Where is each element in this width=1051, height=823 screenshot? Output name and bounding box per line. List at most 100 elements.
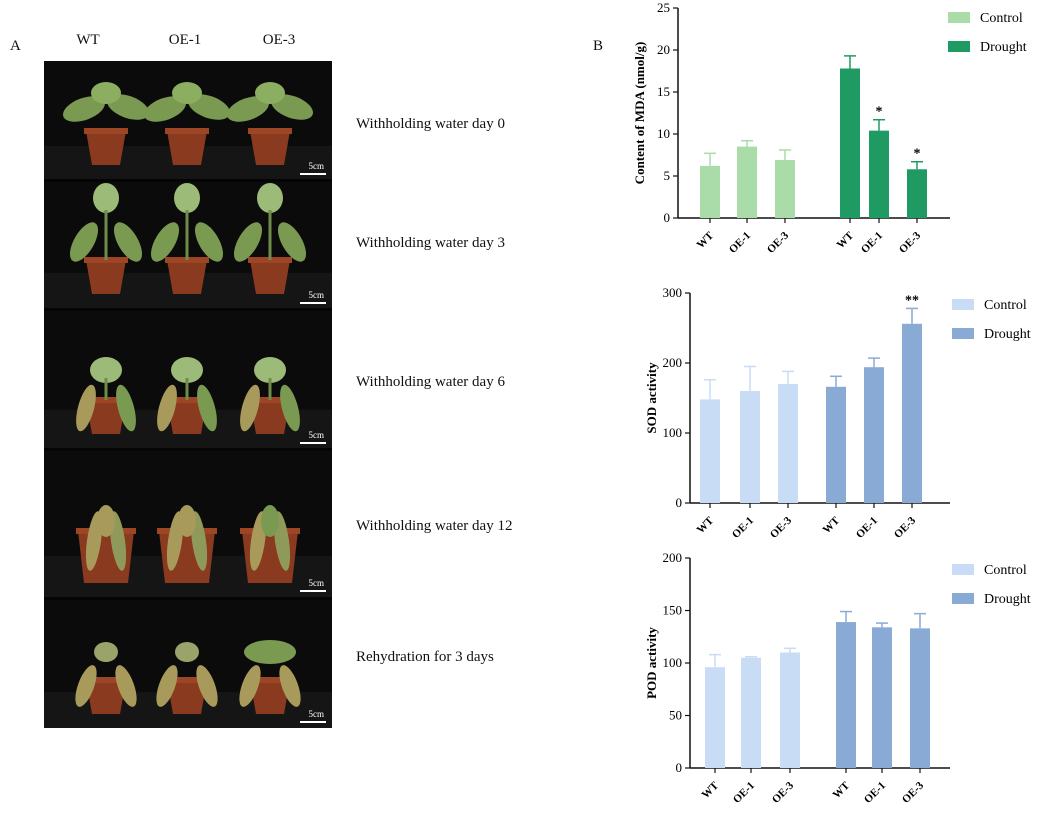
flower-pot — [250, 131, 290, 165]
legend-swatch — [952, 299, 974, 310]
plant-leaf — [270, 94, 314, 120]
y-tick-label: 100 — [663, 425, 683, 440]
bar — [869, 130, 889, 218]
plant-leaf — [234, 222, 262, 262]
bar — [864, 367, 884, 503]
plant-leaf — [151, 222, 179, 262]
plant-leaf — [157, 384, 177, 432]
photo-row-day0: 5cm — [44, 61, 332, 179]
y-tick-label: 5 — [664, 168, 671, 183]
flower-pot — [86, 680, 126, 714]
plant-leaf — [97, 505, 115, 537]
plant-leaf — [254, 357, 286, 383]
bar — [840, 68, 860, 218]
bar — [705, 667, 725, 768]
scale-bar-label: 5cm — [308, 290, 325, 300]
x-tick-label: WT — [695, 514, 717, 536]
plant-leaf — [255, 82, 285, 104]
bar — [775, 160, 795, 218]
x-tick-label: WT — [831, 779, 853, 801]
legend-label: Control — [984, 563, 1027, 578]
flower-pot — [250, 400, 290, 434]
plant-leaf — [279, 665, 301, 707]
x-tick-label: OE-3 — [892, 514, 919, 541]
column-label-oe1: OE-1 — [168, 32, 202, 48]
x-tick-label: OE-3 — [900, 779, 927, 806]
y-tick-label: 10 — [657, 126, 670, 141]
legend-label: Control — [980, 11, 1023, 26]
scale-bar — [300, 173, 326, 175]
y-tick-label: 0 — [676, 760, 683, 775]
pot-rim — [165, 677, 209, 683]
y-tick-label: 0 — [664, 210, 671, 225]
y-tick-label: 50 — [669, 708, 682, 723]
plant-leaf — [257, 183, 283, 213]
scale-bar-label: 5cm — [308, 578, 325, 588]
panel-b-letter: B — [593, 38, 604, 54]
plant-leaf — [76, 384, 96, 432]
scale-bar-label: 5cm — [308, 161, 325, 171]
bar — [780, 652, 800, 768]
legend-label: Control — [984, 298, 1027, 313]
pot-rim — [84, 128, 128, 134]
y-tick-label: 0 — [676, 495, 683, 510]
plant-leaf — [195, 222, 223, 262]
flower-pot — [167, 680, 207, 714]
bar — [700, 399, 720, 503]
row-label-day0: Withholding water day 0 — [356, 116, 505, 132]
flower-pot — [167, 131, 207, 165]
plant-leaf — [196, 665, 218, 707]
flower-pot — [250, 260, 290, 294]
flower-pot — [167, 260, 207, 294]
plant-leaf — [75, 665, 97, 707]
y-tick-label: 150 — [663, 603, 683, 618]
plant-leaf — [240, 384, 260, 432]
x-tick-label: OE-1 — [862, 780, 888, 806]
plant-leaf — [280, 384, 300, 432]
x-tick-label: OE-3 — [770, 779, 797, 806]
pod-chart: 0 50 100 150 200 POD activity WT OE-1 OE-3 WT OE-1… — [644, 550, 1031, 806]
bar — [872, 627, 892, 768]
plant-leaf — [94, 642, 118, 662]
plant-leaf — [175, 642, 199, 662]
bar — [826, 386, 846, 503]
plant-leaf — [115, 665, 137, 707]
plant-leaf — [90, 357, 122, 383]
legend-swatch — [952, 564, 974, 575]
scale-bar-label: 5cm — [308, 709, 325, 719]
plant-leaf — [261, 505, 279, 537]
plant-leaf — [197, 384, 217, 432]
legend-label: Drought — [980, 40, 1027, 55]
bar — [902, 323, 922, 503]
legend-swatch — [952, 593, 974, 604]
x-tick-label: OE-3 — [768, 514, 795, 541]
plant-photo-grid: 5cm 5cm 5cm 5cm 5cm — [44, 61, 332, 728]
x-tick-label: OE-1 — [730, 515, 756, 541]
pot-rim — [84, 677, 128, 683]
plant-leaf — [156, 665, 178, 707]
y-tick-label: 20 — [657, 42, 670, 57]
plant-leaf — [70, 222, 98, 262]
scale-bar — [300, 302, 326, 304]
plant-leaf — [93, 183, 119, 213]
x-tick-label: WT — [695, 229, 717, 251]
legend-swatch — [952, 328, 974, 339]
photo-row-rehydration: 5cm — [44, 600, 332, 728]
row-label-day3: Withholding water day 3 — [356, 235, 505, 251]
y-tick-label: 100 — [663, 655, 683, 670]
significance-mark: ** — [905, 293, 919, 308]
flower-pot — [167, 400, 207, 434]
plant-leaf — [62, 96, 106, 122]
scale-bar-label: 5cm — [308, 430, 325, 440]
plant-leaf — [143, 96, 187, 122]
plant-leaf — [239, 665, 261, 707]
bar — [741, 657, 761, 768]
bar — [700, 165, 720, 218]
scale-bar — [300, 590, 326, 592]
legend-swatch — [948, 41, 970, 52]
pot-rim — [248, 677, 292, 683]
x-tick-label: OE-1 — [859, 230, 885, 256]
plant-leaf — [187, 94, 231, 120]
y-tick-label: 25 — [657, 0, 670, 15]
